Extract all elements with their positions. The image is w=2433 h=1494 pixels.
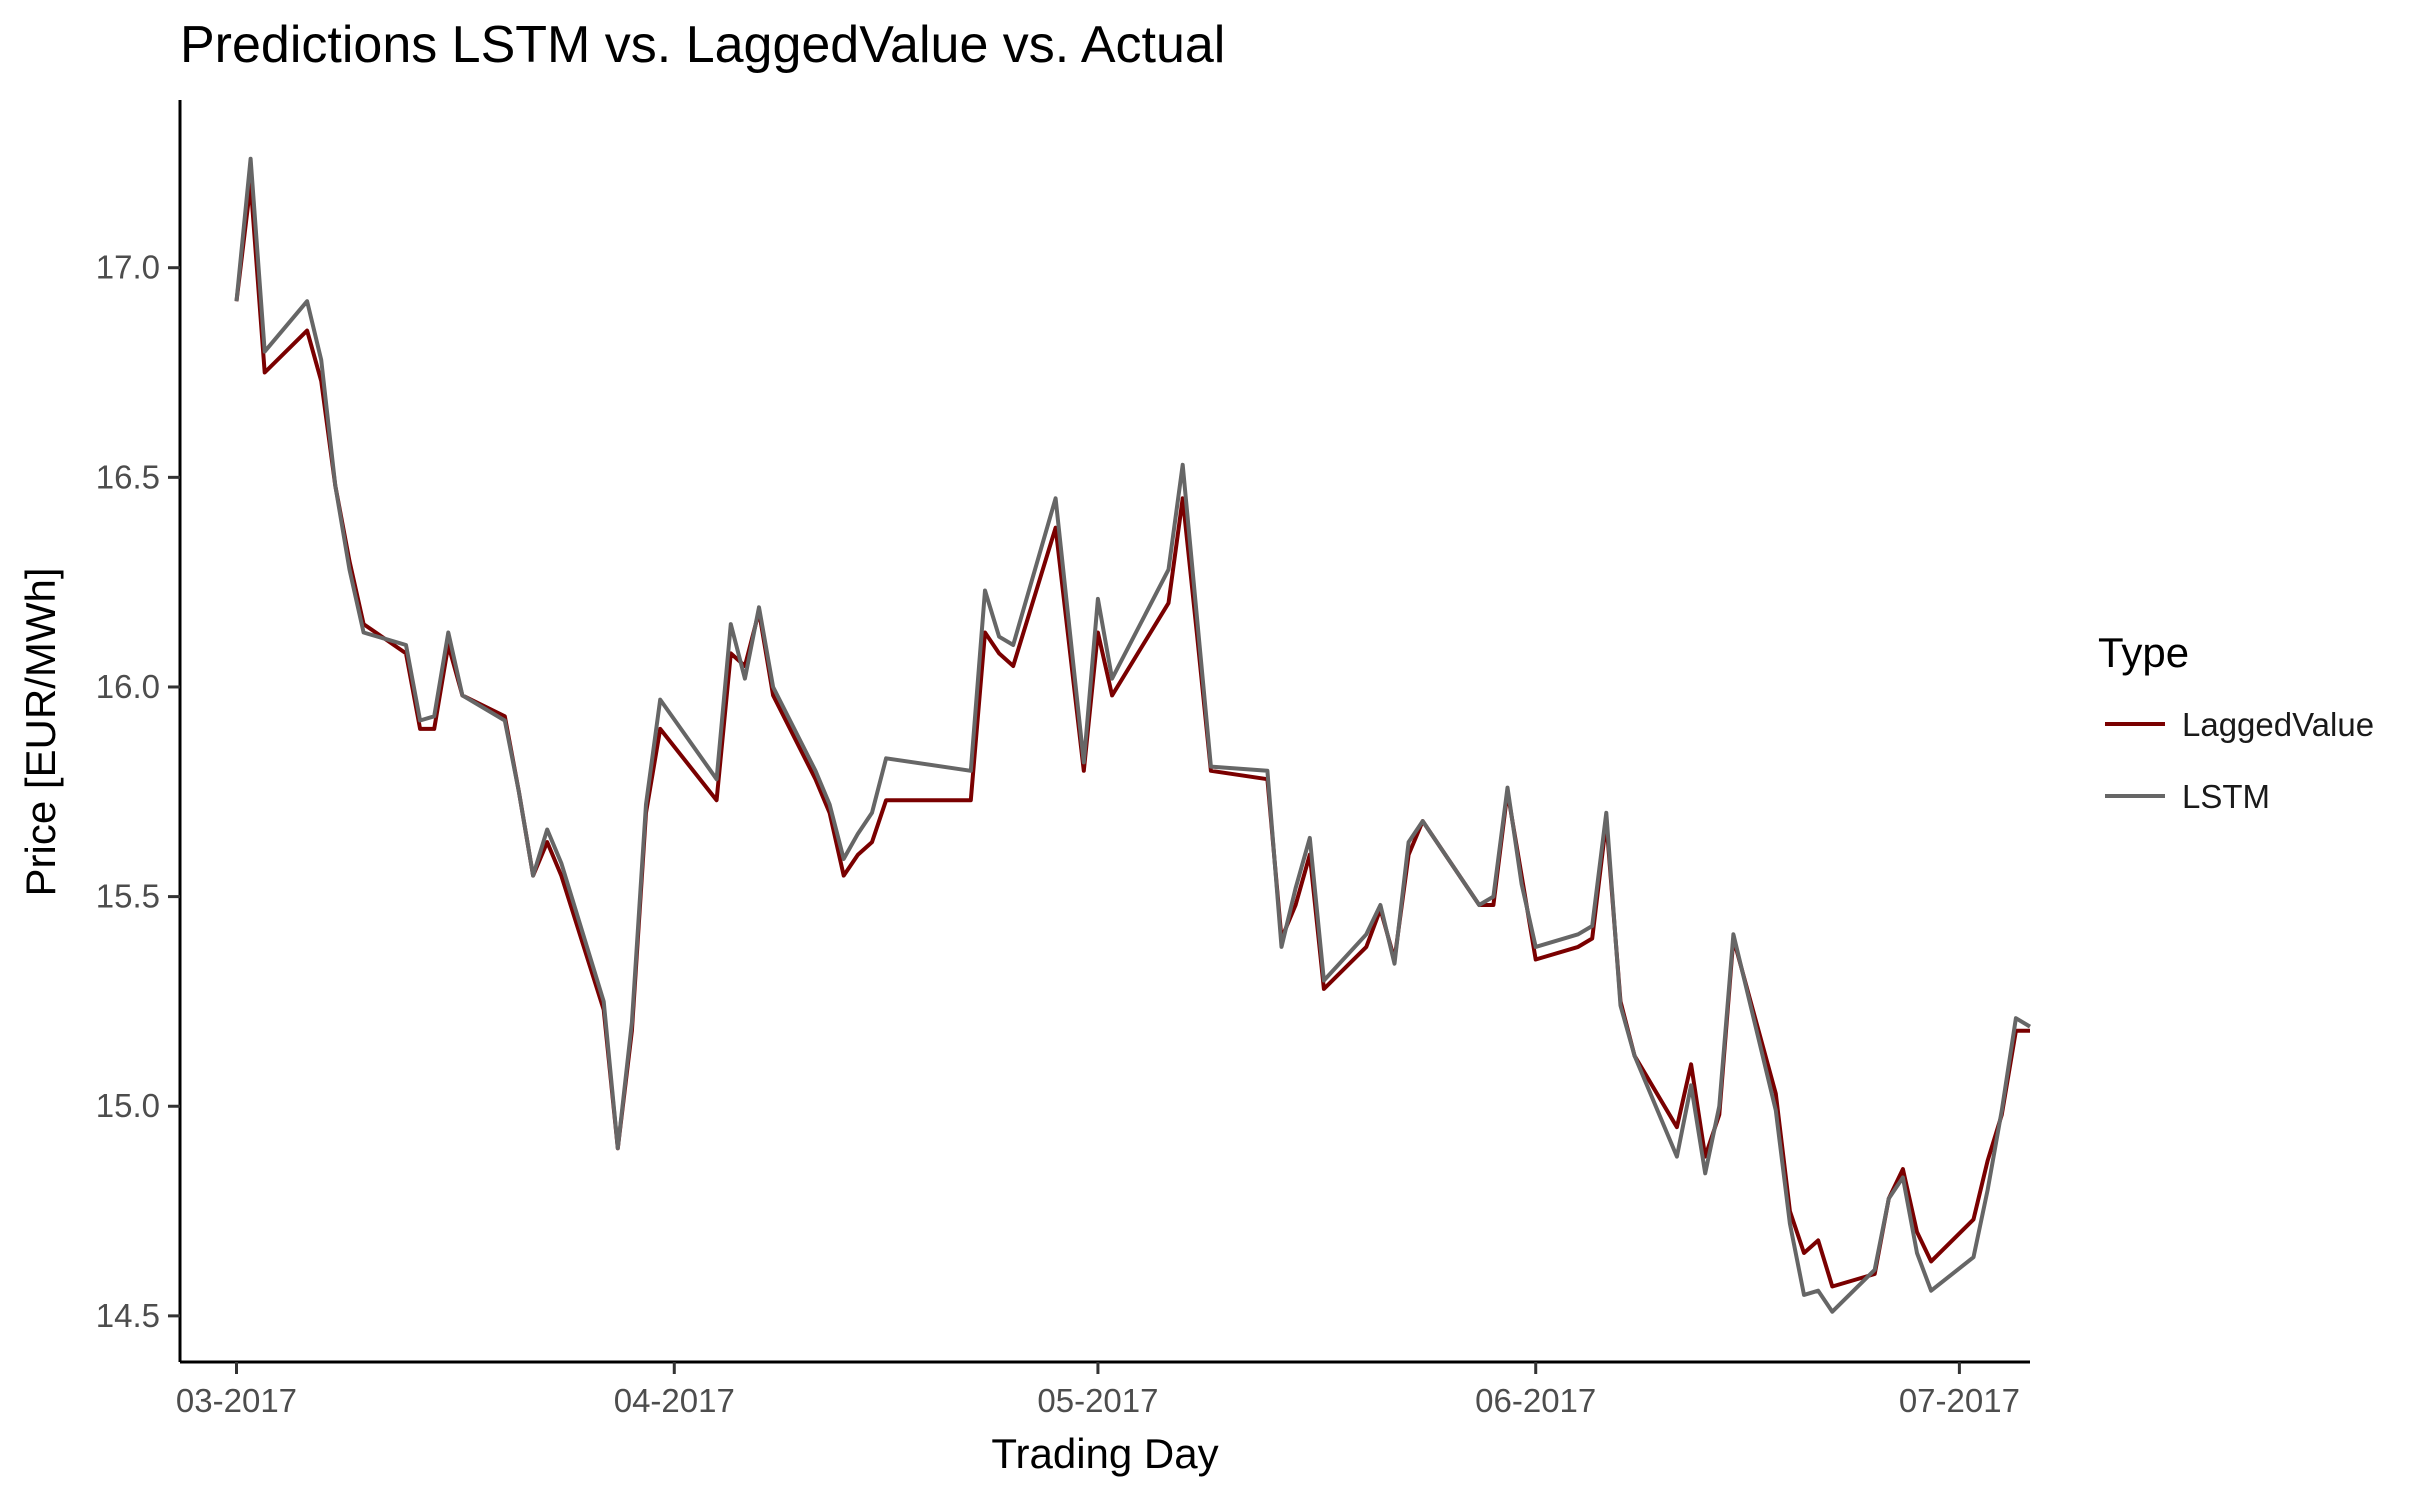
series-line-laggedvalue <box>234 181 2030 1289</box>
y-tick-label: 16.0 <box>96 668 160 705</box>
series-line-lstm <box>234 156 2032 1314</box>
legend-label-laggedvalue: LaggedValue <box>2182 706 2374 743</box>
legend-title: Type <box>2098 629 2189 676</box>
legend-label-lstm: LSTM <box>2182 778 2270 815</box>
y-tick-label: 14.5 <box>96 1297 160 1334</box>
y-tick-label: 15.5 <box>96 878 160 915</box>
x-tick-label: 06-2017 <box>1475 1382 1596 1419</box>
plot-area <box>234 156 2032 1314</box>
y-ticks: 14.5 15.0 15.5 16.0 16.5 17.0 <box>96 249 180 1334</box>
x-tick-label: 07-2017 <box>1899 1382 2020 1419</box>
y-tick-label: 17.0 <box>96 249 160 286</box>
chart-title: Predictions LSTM vs. LaggedValue vs. Act… <box>180 16 1225 74</box>
x-tick-label: 05-2017 <box>1037 1382 1158 1419</box>
axes <box>178 100 2030 1364</box>
x-axis-title: Trading Day <box>991 1430 1218 1477</box>
y-tick-label: 15.0 <box>96 1087 160 1124</box>
y-axis-title: Price [EUR/MWh] <box>17 567 64 896</box>
x-tick-label: 03-2017 <box>176 1382 297 1419</box>
legend: Type LaggedValue LSTM <box>2098 629 2374 815</box>
y-tick-label: 16.5 <box>96 458 160 495</box>
x-tick-label: 04-2017 <box>614 1382 735 1419</box>
x-ticks: 03-2017 04-2017 05-2017 06-2017 07-2017 <box>176 1362 2020 1419</box>
